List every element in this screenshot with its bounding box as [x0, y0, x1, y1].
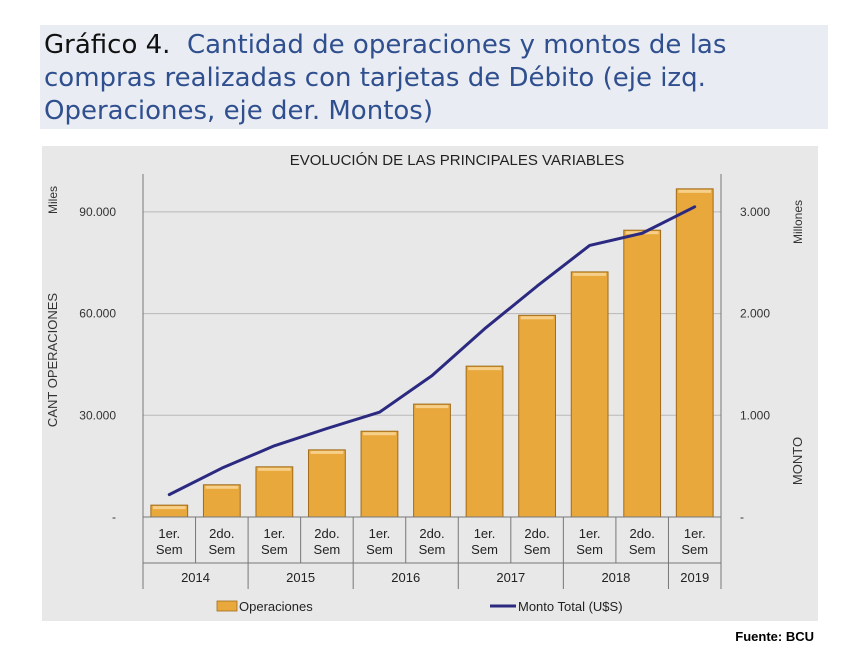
- bar-highlight: [468, 367, 501, 371]
- category-label: 2do.: [524, 526, 549, 541]
- category-label: 1er.: [264, 526, 286, 541]
- category-label: 2do.: [314, 526, 339, 541]
- category-label: 1er.: [474, 526, 496, 541]
- right-tick-label: 3.000: [740, 205, 770, 219]
- category-label: Sem: [314, 542, 341, 557]
- bar: [202, 484, 241, 518]
- line-series: [167, 205, 697, 497]
- bar: [413, 403, 451, 518]
- bar: [308, 449, 346, 518]
- category-label: Sem: [156, 542, 183, 557]
- bar: [623, 229, 662, 518]
- category-label: Sem: [471, 542, 498, 557]
- legend-label-operaciones: Operaciones: [239, 599, 313, 614]
- year-label: 2017: [496, 570, 525, 585]
- bar: [255, 466, 294, 518]
- category-label: Sem: [524, 542, 551, 557]
- bar: [360, 430, 399, 518]
- category-label: Sem: [629, 542, 656, 557]
- left-axis-unit: Miles: [46, 186, 60, 214]
- figure-label: Gráfico 4.: [44, 30, 171, 60]
- chart-title: EVOLUCIÓN DE LAS PRINCIPALES VARIABLES: [290, 152, 625, 169]
- category-label: Sem: [208, 542, 235, 557]
- legend-swatch-operaciones: [216, 600, 238, 612]
- category-label: Sem: [576, 542, 603, 557]
- category-label: 2do.: [209, 526, 234, 541]
- chart-header: Gráfico 4. Cantidad de operaciones y mon…: [40, 25, 828, 129]
- category-label: Sem: [419, 542, 446, 557]
- header-text: Gráfico 4. Cantidad de operaciones y mon…: [44, 29, 824, 128]
- year-label: 2019: [680, 570, 709, 585]
- bar: [518, 314, 556, 518]
- bar-highlight: [310, 450, 344, 454]
- bar: [570, 271, 609, 518]
- category-label: Sem: [681, 542, 708, 557]
- category-label: 2do.: [630, 526, 655, 541]
- figure-title: Cantidad de operaciones y montos de las …: [44, 30, 727, 126]
- bar: [675, 188, 714, 518]
- bar-series: [150, 188, 714, 518]
- year-label: 2018: [601, 570, 630, 585]
- category-label: Sem: [261, 542, 288, 557]
- category-label: 1er.: [684, 526, 706, 541]
- bar-highlight: [152, 506, 186, 510]
- left-tick-label: -: [112, 510, 116, 524]
- right-tick-label: 2.000: [740, 307, 770, 321]
- left-axis-title: CANT OPERACIONES: [45, 293, 60, 427]
- source-note: Fuente: BCU: [735, 629, 814, 644]
- left-tick-label: 30.000: [79, 408, 116, 422]
- left-tick-label: 60.000: [79, 307, 116, 321]
- category-label: 1er.: [369, 526, 391, 541]
- bar-highlight: [678, 189, 712, 193]
- bar-highlight: [520, 316, 554, 320]
- year-label: 2016: [391, 570, 420, 585]
- bar-highlight: [363, 432, 396, 436]
- year-label: 2014: [181, 570, 210, 585]
- right-tick-label: 1.000: [740, 408, 770, 422]
- bar-highlight: [573, 272, 607, 276]
- bar: [465, 365, 504, 518]
- legend-label-monto: Monto Total (U$S): [518, 599, 623, 614]
- category-label: 1er.: [158, 526, 180, 541]
- right-tick-label: -: [740, 510, 744, 524]
- right-axis-unit: Millones: [791, 200, 805, 244]
- axes: -30.00060.00090.000-1.0002.0003.0001er.S…: [79, 174, 770, 589]
- bar-highlight: [257, 467, 291, 471]
- bar-highlight: [415, 405, 449, 409]
- monto-line: [167, 205, 697, 497]
- category-label: Sem: [366, 542, 393, 557]
- category-label: 1er.: [579, 526, 601, 541]
- legend: Operaciones Monto Total (U$S): [216, 599, 623, 614]
- left-tick-label: 90.000: [79, 205, 116, 219]
- year-label: 2015: [286, 570, 315, 585]
- category-label: 2do.: [419, 526, 444, 541]
- right-axis-title: MONTO: [790, 437, 805, 485]
- bar-highlight: [205, 485, 239, 489]
